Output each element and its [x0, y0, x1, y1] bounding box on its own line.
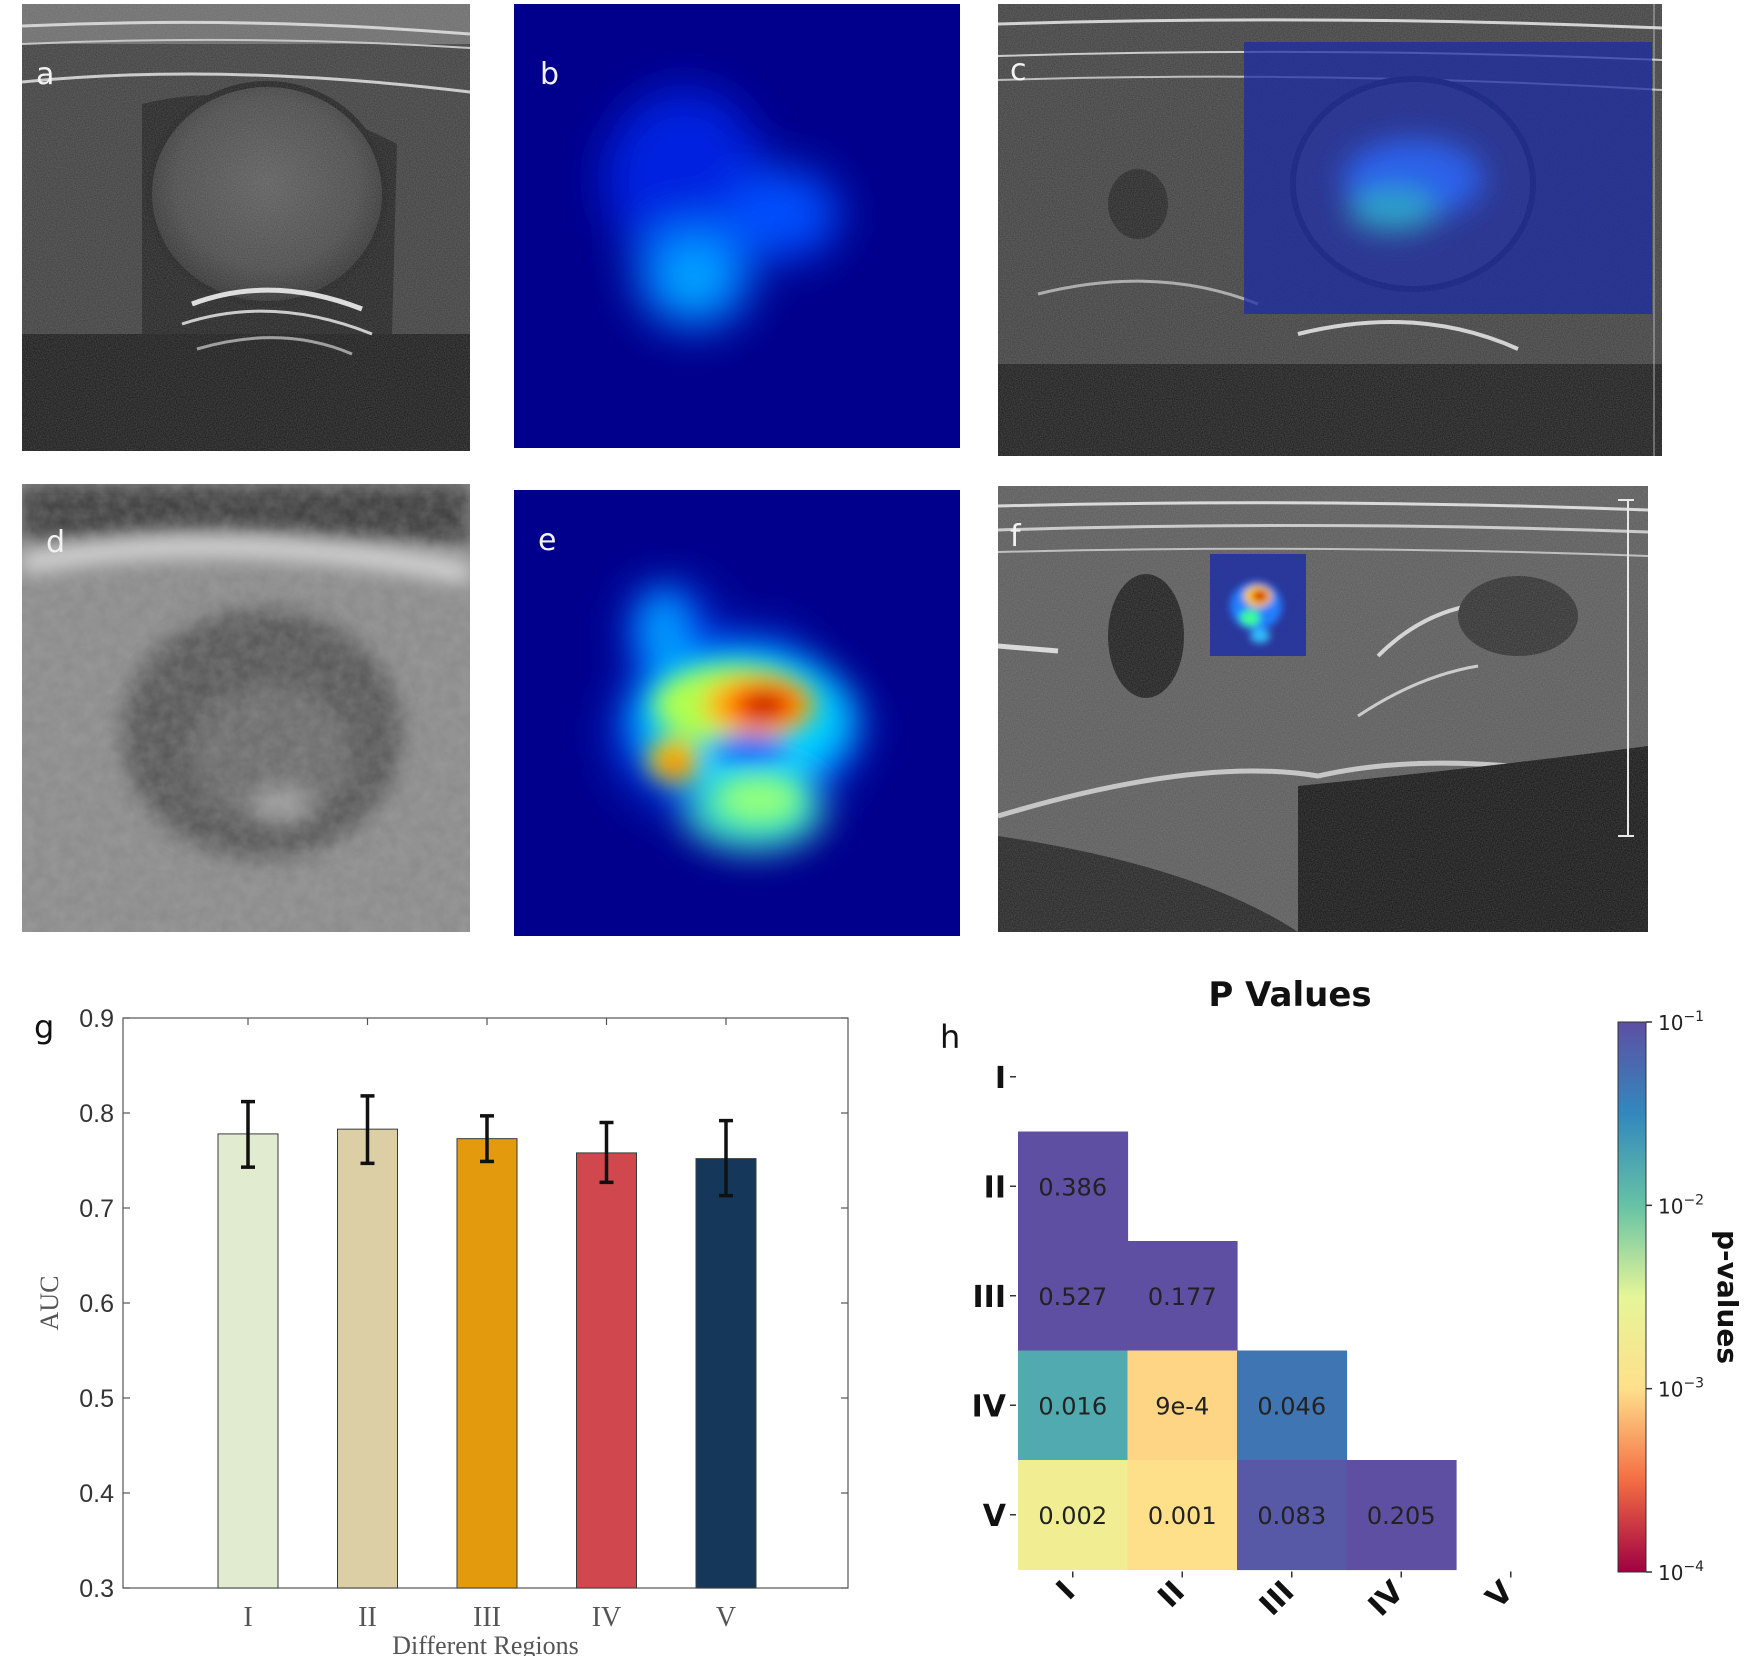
- y-tick-label: 0.9: [79, 1005, 114, 1033]
- heatmap-cell-label: 0.016: [1038, 1392, 1107, 1420]
- y-tick-label: 0.8: [79, 1100, 114, 1128]
- heatmap-cell-II-I: [1018, 1131, 1129, 1242]
- col-label-III: III: [1253, 1574, 1301, 1622]
- colorbar-tick-label: 10−3: [1658, 1376, 1704, 1402]
- ultrasound-overlay-c: [998, 4, 1662, 456]
- col-label-I: I: [1050, 1574, 1083, 1607]
- panel-e-heatmap: e: [514, 490, 960, 936]
- activation-map-b: [514, 4, 960, 448]
- heatmap-cell-V-III: [1237, 1460, 1348, 1571]
- activation-map-e: [514, 490, 960, 936]
- heatmap-cell-V-I: [1018, 1460, 1129, 1571]
- bar-IV: [576, 1152, 637, 1589]
- panel-label-d: d: [46, 525, 66, 560]
- heatmap-cell-label: 0.527: [1038, 1283, 1107, 1311]
- ultrasound-image-a: [22, 4, 470, 451]
- bar-I: [217, 1133, 279, 1589]
- x-axis-title: Different Regions: [392, 1631, 579, 1656]
- heatmap-cell-label: 0.046: [1257, 1392, 1326, 1420]
- panel-a-ultrasound: a: [22, 4, 470, 451]
- colorbar-tick-label: 10−2: [1658, 1192, 1704, 1218]
- col-label-II: II: [1151, 1574, 1192, 1615]
- x-tick-label-II: II: [358, 1602, 377, 1633]
- y-tick-label: 0.6: [79, 1290, 114, 1318]
- panel-label-a: a: [36, 57, 55, 92]
- row-label-III: III: [973, 1280, 1007, 1315]
- colorbar-label: p-values: [1711, 1230, 1744, 1364]
- nodule-crop-d: [22, 484, 470, 932]
- heatmap-cell-label: 0.001: [1148, 1502, 1217, 1530]
- heatmap-cell-IV-I: [1018, 1350, 1129, 1461]
- heatmap-cell-IV-III: [1237, 1350, 1348, 1461]
- heatmap-title: P Values: [1208, 975, 1371, 1015]
- col-label-V: V: [1479, 1574, 1521, 1616]
- panel-label-b: b: [540, 57, 560, 92]
- heatmap-cell-IV-II: [1127, 1350, 1238, 1461]
- heatmap-cell-V-II: [1127, 1460, 1238, 1571]
- row-label-IV: IV: [972, 1389, 1007, 1424]
- ultrasound-overlay-f: [998, 486, 1648, 932]
- y-tick-label: 0.3: [79, 1575, 114, 1603]
- heatmap-cell-III-I: [1018, 1241, 1129, 1352]
- heatmap-cell-III-II: [1127, 1241, 1238, 1352]
- row-label-I: I: [995, 1061, 1006, 1096]
- x-tick-label-I: I: [243, 1602, 252, 1633]
- y-tick-label: 0.4: [79, 1480, 114, 1508]
- panel-c-overlay: c: [998, 4, 1662, 456]
- x-tick-label-III: III: [473, 1602, 501, 1633]
- heatmap-cell-label: 0.002: [1038, 1502, 1107, 1530]
- x-tick-label-IV: IV: [592, 1602, 622, 1633]
- heatmap-cell-label: 0.205: [1367, 1502, 1436, 1530]
- y-axis-title: AUC: [35, 1276, 64, 1331]
- panel-d-crop: d: [22, 484, 470, 932]
- bar-III: [456, 1138, 518, 1589]
- panel-b-heatmap: b: [514, 4, 960, 448]
- colorbar: [1617, 1021, 1647, 1573]
- colorbar-tick-label: 10−1: [1658, 1009, 1704, 1035]
- y-tick-label: 0.7: [79, 1195, 114, 1223]
- panel-label-h: h: [940, 1018, 960, 1056]
- row-label-II: II: [984, 1170, 1006, 1205]
- heatmap-cell-label: 0.083: [1257, 1502, 1326, 1530]
- heatmap-cell-V-IV: [1346, 1460, 1457, 1571]
- x-tick-label-V: V: [716, 1602, 736, 1633]
- panel-label-g: g: [34, 1008, 54, 1046]
- y-tick-label: 0.5: [79, 1385, 114, 1413]
- row-label-V: V: [983, 1499, 1007, 1534]
- heatmap-cell-label: 0.177: [1148, 1283, 1217, 1311]
- heatmap-cell-label: 9e-4: [1155, 1392, 1209, 1420]
- bar-V: [695, 1158, 757, 1589]
- panel-label-f: f: [1010, 519, 1021, 554]
- panel-label-e: e: [538, 523, 557, 558]
- col-label-IV: IV: [1362, 1574, 1412, 1624]
- heatmap-cell-label: 0.386: [1038, 1173, 1107, 1201]
- panel-label-c: c: [1010, 53, 1027, 88]
- colorbar-tick-label: 10−4: [1658, 1559, 1704, 1585]
- panel-f-overlay: f: [998, 486, 1648, 932]
